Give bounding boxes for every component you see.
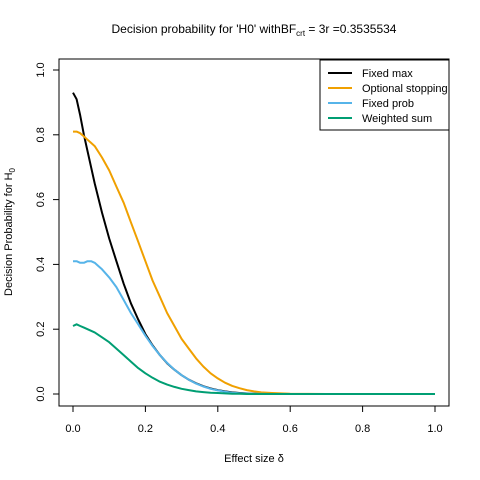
legend-label: Fixed max: [362, 68, 413, 80]
x-tick-label: 0.2: [138, 423, 153, 435]
legend-label: Weighted sum: [362, 113, 432, 125]
y-tick-label: 0.6: [35, 192, 47, 207]
y-tick-label: 0.0: [35, 386, 47, 401]
y-axis-label: Decision Probability for H0: [3, 167, 17, 296]
y-tick-label: 1.0: [35, 62, 47, 77]
series-line-2: [73, 130, 435, 395]
chart-title: Decision probability for 'H0' withBFcrt …: [112, 22, 397, 38]
plot-frame: [58, 58, 450, 407]
x-axis-label: Effect size δ: [224, 453, 284, 465]
x-tick-label: 0.4: [210, 423, 225, 435]
legend-label: Fixed prob: [362, 98, 414, 110]
x-tick-label: 0.0: [65, 423, 80, 435]
legend: Fixed max Optional stopping Fixed prob Weig…: [319, 59, 450, 131]
y-tick-label: 0.8: [35, 127, 47, 142]
legend-label: Optional stopping: [362, 83, 448, 95]
y-tick-label: 0.2: [35, 322, 47, 337]
x-axis: 0.0 0.2 0.4 0.6 0.8 1.0: [65, 406, 443, 435]
x-tick-label: 1.0: [427, 423, 442, 435]
y-axis: 0.0 0.2 0.4 0.6 0.8 1.0: [35, 62, 59, 402]
series-layer: [72, 92, 435, 395]
x-tick-label: 0.6: [283, 423, 298, 435]
y-tick-label: 0.4: [35, 257, 47, 272]
series-line-4: [72, 323, 435, 395]
x-tick-label: 0.8: [355, 423, 370, 435]
